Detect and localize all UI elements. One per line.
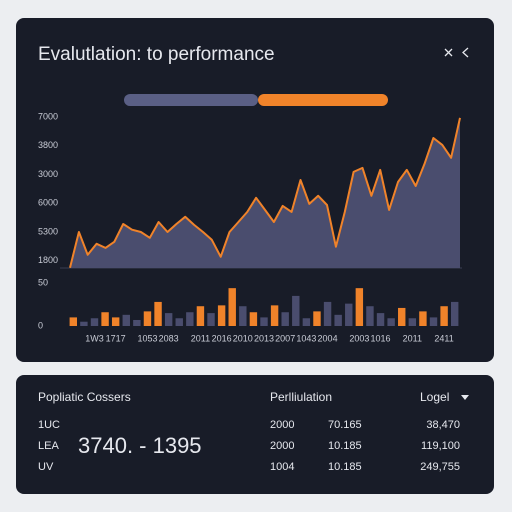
bar bbox=[419, 311, 427, 326]
bar bbox=[387, 318, 395, 326]
table-panel bbox=[16, 375, 494, 494]
x-tick-label: 1W3 bbox=[85, 333, 104, 343]
y-tick-label: 7000 bbox=[38, 111, 58, 121]
y-tick-label: 1800 bbox=[38, 255, 58, 265]
bar bbox=[111, 317, 120, 326]
bar bbox=[366, 306, 374, 326]
progress-track bbox=[124, 94, 258, 106]
bar bbox=[323, 301, 332, 326]
table-cell: 70.165 bbox=[328, 419, 362, 431]
x-tick-label: 2003 bbox=[349, 333, 369, 343]
bar bbox=[440, 306, 448, 326]
table-cell: 10.185 bbox=[328, 461, 362, 473]
x-tick-label: 2411 bbox=[434, 333, 453, 343]
x-tick-label: 2010 bbox=[233, 333, 253, 343]
table-cell: 1004 bbox=[270, 461, 294, 473]
table-cell: UV bbox=[38, 461, 54, 473]
y-tick-label: 3000 bbox=[38, 169, 58, 179]
bar bbox=[408, 318, 417, 326]
bar bbox=[450, 301, 459, 326]
x-tick-label: 1043 bbox=[296, 333, 316, 343]
x-tick-label: 2004 bbox=[318, 333, 338, 343]
x-tick-label: 1717 bbox=[106, 333, 126, 343]
x-tick-label: 1016 bbox=[371, 333, 391, 343]
bar bbox=[281, 312, 289, 326]
bar bbox=[101, 312, 109, 326]
bar bbox=[143, 311, 152, 326]
table-cell: 1UC bbox=[38, 419, 60, 431]
bar bbox=[90, 318, 99, 326]
column-header: Perlliulation bbox=[270, 390, 332, 404]
bar bbox=[196, 306, 205, 326]
bar bbox=[355, 288, 364, 326]
table-cell: 2000 bbox=[270, 419, 294, 431]
dropdown-arrow[interactable] bbox=[461, 395, 469, 400]
bar bbox=[292, 295, 300, 326]
bar bbox=[207, 313, 215, 326]
title: Evalutlation: to performance bbox=[38, 44, 275, 65]
bar bbox=[270, 305, 279, 326]
column-header[interactable]: Logel bbox=[420, 390, 449, 404]
y-tick-label: 6000 bbox=[38, 198, 58, 208]
bar bbox=[249, 312, 258, 326]
x-tick-label: 2011 bbox=[191, 333, 210, 343]
table-cell: 10.185 bbox=[328, 440, 362, 452]
area-fill bbox=[70, 117, 460, 269]
bar bbox=[69, 317, 78, 326]
table-cell: 38,470 bbox=[426, 419, 460, 431]
table-cell: LEA bbox=[38, 440, 59, 452]
bar bbox=[302, 318, 311, 326]
x-tick-label: 1053 bbox=[137, 333, 157, 343]
bar bbox=[345, 303, 353, 326]
x-tick-label: 2016 bbox=[212, 333, 232, 343]
bar bbox=[334, 314, 342, 326]
y-tick-label: 3800 bbox=[38, 140, 58, 150]
bar bbox=[80, 321, 88, 326]
highlight-value: 3740. - 1395 bbox=[78, 433, 202, 458]
bar bbox=[376, 313, 385, 326]
bar bbox=[217, 305, 226, 326]
x-tick-label: 2011 bbox=[403, 333, 422, 343]
x-tick-label: 2083 bbox=[159, 333, 179, 343]
bar bbox=[429, 317, 438, 326]
x-tick-label: 2007 bbox=[275, 333, 295, 343]
bar bbox=[133, 319, 141, 326]
bar bbox=[186, 312, 194, 326]
table-cell: 249,755 bbox=[420, 461, 460, 473]
x-tick-label: 2013 bbox=[254, 333, 274, 343]
bar bbox=[122, 314, 130, 326]
line bbox=[69, 117, 461, 268]
bar bbox=[228, 288, 236, 326]
back-button[interactable] bbox=[462, 47, 469, 58]
bar bbox=[313, 311, 321, 326]
bar bbox=[239, 306, 247, 326]
y-tick-label: 5300 bbox=[38, 226, 58, 236]
bar bbox=[154, 301, 162, 326]
close-button[interactable] bbox=[444, 48, 453, 57]
table-cell: 2000 bbox=[270, 440, 294, 452]
bar bbox=[164, 313, 173, 326]
y-tick-label: 0 bbox=[38, 320, 43, 330]
bar bbox=[398, 307, 406, 326]
progress-fill bbox=[258, 94, 388, 106]
table-cell: 119,100 bbox=[421, 440, 460, 452]
table-title: Popliatic Cossers bbox=[38, 390, 131, 404]
bar bbox=[175, 318, 183, 326]
bar bbox=[260, 317, 268, 326]
y-tick-label: 50 bbox=[38, 277, 48, 287]
